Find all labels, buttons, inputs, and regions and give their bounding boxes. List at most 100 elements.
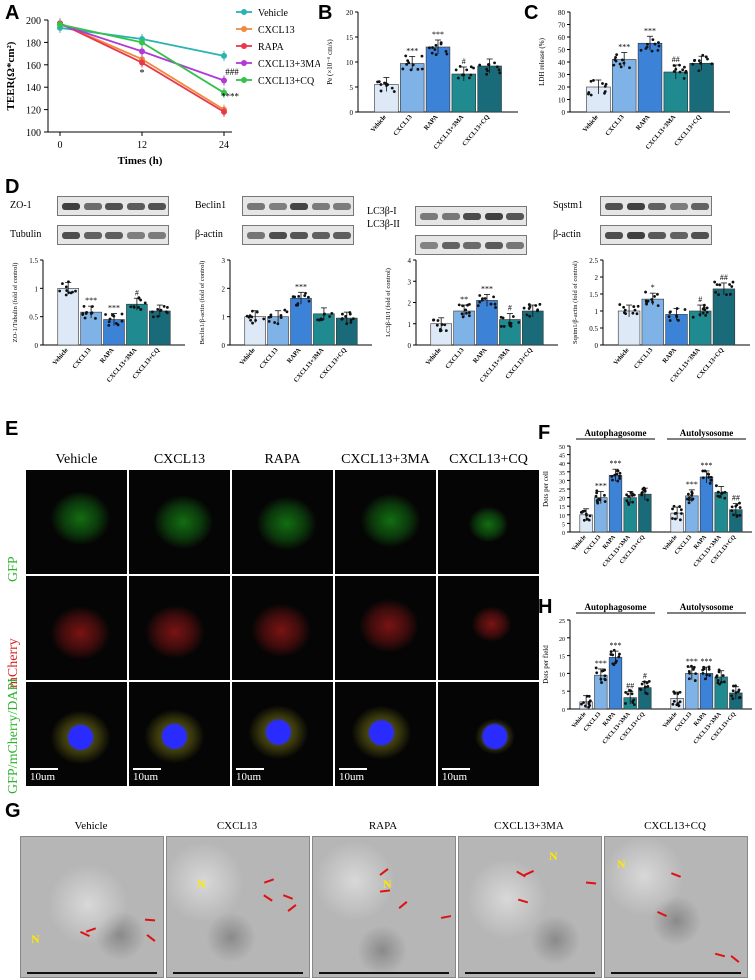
arrow-marker bbox=[378, 867, 389, 876]
bar-dot bbox=[618, 62, 622, 66]
a-xtick-label: 0 bbox=[58, 140, 63, 151]
bar-dot bbox=[528, 305, 532, 309]
bar-significance: *** bbox=[85, 296, 97, 305]
bar-dot bbox=[493, 61, 496, 65]
bar-ytick-label: 10 bbox=[559, 514, 565, 520]
bar-dot bbox=[528, 314, 532, 318]
bar-ytick-label: 0.5 bbox=[29, 314, 38, 322]
bar-dot bbox=[156, 314, 160, 318]
bar bbox=[641, 298, 664, 346]
bar-significance: *** bbox=[686, 657, 698, 666]
bar-significance: *** bbox=[644, 26, 656, 35]
bar-dot bbox=[693, 679, 697, 682]
chart-d-lc3: 0 1 2 3 4 LC3β-II/I (fold of control) Vehicle *… bbox=[385, 257, 558, 384]
fluor-image: 10um bbox=[438, 682, 539, 786]
bar-dot bbox=[267, 320, 271, 323]
bar-category-label: CXCL13+CQ bbox=[673, 114, 703, 148]
bar-dot bbox=[585, 517, 589, 521]
bar-ytick-label: 1 bbox=[595, 308, 599, 316]
western-band bbox=[484, 213, 503, 220]
fluor-image: 10um bbox=[232, 682, 333, 786]
bar-dot bbox=[673, 517, 677, 521]
bar-dot bbox=[589, 79, 593, 83]
bar-dot bbox=[401, 67, 405, 71]
bar-dot bbox=[582, 701, 585, 704]
western-band-strip bbox=[242, 225, 354, 245]
bar-dot bbox=[90, 305, 94, 308]
western-band bbox=[626, 203, 645, 210]
bar-dot bbox=[603, 500, 607, 503]
bar-dot bbox=[699, 61, 702, 65]
bar-dot bbox=[430, 51, 434, 55]
western-band-strip bbox=[600, 196, 712, 216]
bar-dot bbox=[678, 690, 682, 694]
bar-dot bbox=[599, 677, 603, 681]
chart-b-permeability: 0 5 10 15 20 Pe (×10⁻⁶ cm/s) Vehicle *** CXCL13 *… bbox=[326, 9, 518, 151]
bar-dot bbox=[671, 702, 675, 706]
bar-dot bbox=[618, 477, 622, 480]
bar-ytick-label: 1 bbox=[35, 285, 39, 293]
fluor-image bbox=[26, 576, 127, 680]
bar-dot bbox=[725, 293, 728, 297]
bar-dot bbox=[158, 309, 162, 313]
bar-dot bbox=[330, 312, 334, 315]
bar-dot bbox=[483, 297, 487, 300]
bar-ytick-label: 3 bbox=[408, 278, 412, 286]
bar-dot bbox=[624, 312, 628, 316]
bar-dot bbox=[120, 312, 124, 316]
bar-dot bbox=[433, 48, 437, 51]
western-band-label: Tubulin bbox=[10, 229, 42, 240]
bar-dot bbox=[612, 663, 616, 667]
fluor-image bbox=[232, 470, 333, 574]
bar-dot bbox=[687, 501, 691, 505]
bar-ylabel: LC3β-II/I (fold of control) bbox=[385, 268, 392, 337]
bar-dot bbox=[671, 507, 674, 511]
bar-dot bbox=[678, 70, 682, 74]
bar-dot bbox=[143, 301, 147, 305]
bar-dot bbox=[716, 681, 720, 685]
bar-significance: *** bbox=[686, 480, 698, 489]
bar-dot bbox=[627, 495, 631, 498]
bar-dot bbox=[656, 304, 660, 308]
bar-dot bbox=[629, 689, 633, 693]
arrow-marker bbox=[517, 898, 529, 904]
bar-significance: ## bbox=[626, 681, 634, 690]
a-ytick-label: 140 bbox=[26, 83, 41, 94]
bar-dot bbox=[150, 310, 154, 314]
bar bbox=[425, 46, 451, 113]
bar-dot bbox=[279, 314, 283, 317]
western-band bbox=[691, 203, 709, 210]
bar-dot bbox=[642, 488, 646, 491]
western-band bbox=[311, 203, 330, 210]
bar-dot bbox=[675, 314, 678, 318]
bar-dot bbox=[716, 494, 720, 498]
bar-category-label: RAPA bbox=[635, 114, 652, 132]
bar-ytick-label: 20 bbox=[346, 9, 354, 17]
western-band bbox=[105, 203, 123, 210]
a-legend-label: CXCL13+3MA bbox=[258, 59, 320, 70]
bar-dot bbox=[732, 513, 735, 517]
bar bbox=[126, 303, 148, 346]
western-band bbox=[148, 203, 166, 210]
bar-dot bbox=[508, 321, 511, 325]
bar-significance: *** bbox=[595, 659, 607, 668]
panel-label-b: B bbox=[318, 2, 333, 24]
bar-dot bbox=[681, 68, 685, 72]
bar-dot bbox=[709, 475, 713, 479]
bar-dot bbox=[631, 311, 635, 315]
bar-ytick-label: 0 bbox=[35, 342, 39, 350]
bar-dot bbox=[345, 322, 349, 326]
bar-dot bbox=[276, 322, 280, 326]
a-legend-marker bbox=[241, 9, 247, 15]
bar-category-label: RAPA bbox=[286, 347, 303, 365]
a-legend-label: RAPA bbox=[258, 42, 285, 53]
bar-dot bbox=[494, 306, 497, 309]
bar-ylabel: Beclin1/β-actin (fold of control) bbox=[199, 261, 206, 345]
western-band bbox=[311, 232, 330, 239]
bar-dot bbox=[675, 307, 679, 310]
bar-dot bbox=[293, 295, 297, 299]
bar-dot bbox=[644, 290, 647, 294]
bar-dot bbox=[469, 73, 473, 77]
bar-dot bbox=[129, 305, 133, 309]
fluor-image bbox=[129, 576, 230, 680]
